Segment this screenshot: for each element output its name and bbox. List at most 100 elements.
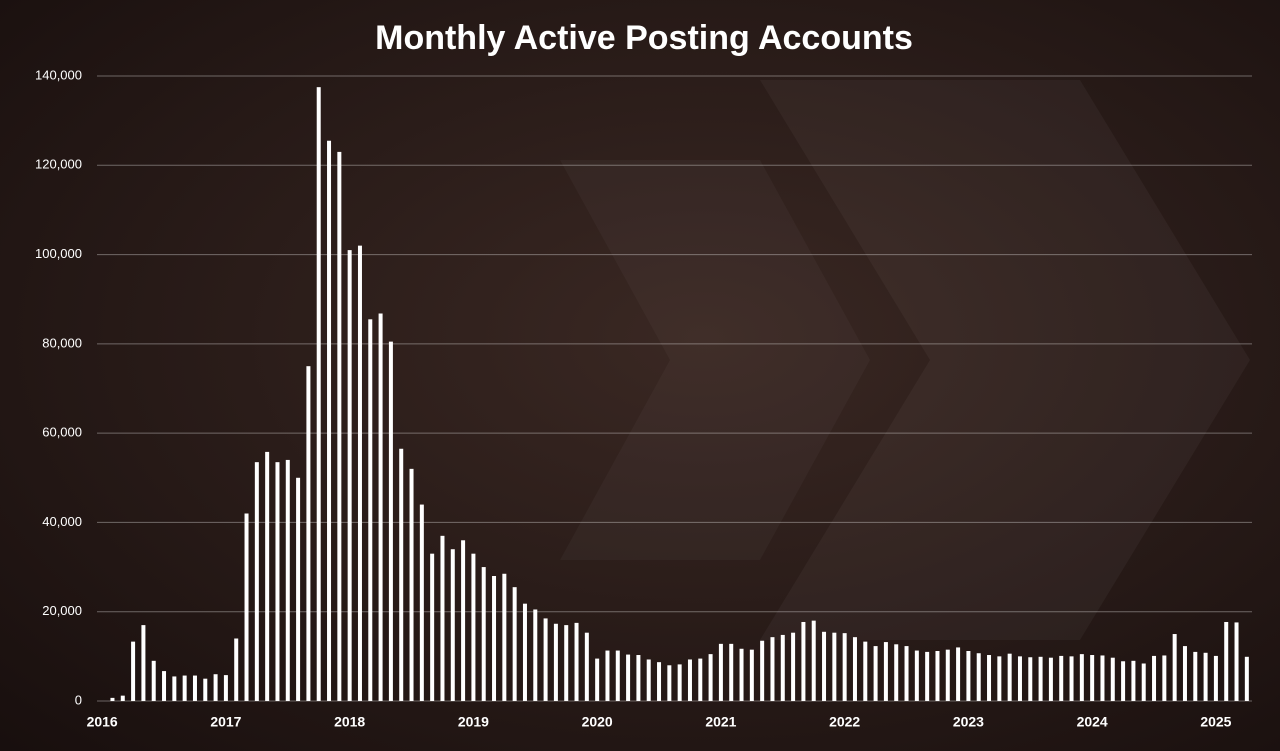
bar bbox=[357, 245, 362, 701]
bar bbox=[698, 658, 703, 701]
background-logo bbox=[760, 80, 1250, 640]
bar bbox=[1110, 657, 1115, 701]
x-tick-label: 2022 bbox=[829, 714, 860, 730]
bar bbox=[914, 650, 919, 701]
bar bbox=[522, 603, 527, 701]
bar bbox=[1090, 655, 1095, 701]
bar bbox=[904, 646, 909, 701]
y-tick-label: 140,000 bbox=[35, 67, 82, 82]
bar bbox=[1172, 634, 1177, 701]
bar bbox=[1213, 655, 1218, 701]
chart-title: Monthly Active Posting Accounts bbox=[375, 19, 913, 57]
bar bbox=[430, 553, 435, 701]
bar bbox=[687, 659, 692, 701]
bar bbox=[760, 640, 765, 701]
bar bbox=[677, 664, 682, 701]
bar bbox=[873, 646, 878, 701]
y-tick-label: 100,000 bbox=[35, 246, 82, 261]
x-tick-label: 2023 bbox=[953, 714, 984, 730]
bar bbox=[780, 634, 785, 701]
bar bbox=[729, 643, 734, 701]
bar bbox=[1048, 657, 1053, 701]
bar bbox=[553, 623, 558, 701]
bar bbox=[1162, 655, 1167, 701]
bar bbox=[1059, 655, 1064, 701]
x-tick-label: 2017 bbox=[210, 714, 241, 730]
bar bbox=[399, 448, 404, 701]
bar bbox=[822, 631, 827, 701]
bar bbox=[935, 651, 940, 701]
bar bbox=[883, 642, 888, 701]
bar bbox=[657, 662, 662, 701]
bar bbox=[770, 637, 775, 701]
bar bbox=[1069, 656, 1074, 701]
bar bbox=[667, 665, 672, 701]
y-tick-label: 80,000 bbox=[42, 335, 82, 350]
bar bbox=[1203, 652, 1208, 701]
bar bbox=[492, 576, 497, 701]
bar bbox=[419, 504, 424, 701]
bar bbox=[1028, 657, 1033, 701]
bar bbox=[327, 140, 332, 701]
bar bbox=[1007, 653, 1012, 701]
bar bbox=[811, 620, 816, 701]
bar bbox=[275, 462, 280, 701]
bar bbox=[801, 621, 806, 701]
bar bbox=[244, 513, 249, 701]
bar bbox=[852, 637, 857, 701]
bar bbox=[481, 567, 486, 701]
x-tick-label: 2018 bbox=[334, 714, 365, 730]
bar bbox=[296, 477, 301, 701]
x-tick-label: 2025 bbox=[1200, 714, 1231, 730]
bar bbox=[739, 648, 744, 701]
bar bbox=[966, 651, 971, 701]
x-tick-label: 2020 bbox=[582, 714, 613, 730]
bar bbox=[574, 622, 579, 701]
bar bbox=[584, 632, 589, 701]
y-tick-label: 0 bbox=[75, 692, 82, 707]
bar bbox=[605, 650, 610, 701]
bar bbox=[595, 658, 600, 701]
bar bbox=[708, 654, 713, 701]
bar bbox=[987, 655, 992, 701]
bar bbox=[213, 674, 218, 701]
bar bbox=[1141, 663, 1146, 701]
bar bbox=[378, 313, 383, 701]
bar bbox=[388, 341, 393, 701]
bar bbox=[1224, 621, 1229, 701]
bar bbox=[749, 649, 754, 701]
y-tick-label: 120,000 bbox=[35, 157, 82, 172]
bar bbox=[347, 250, 352, 701]
bar bbox=[1079, 654, 1084, 701]
bar bbox=[1100, 655, 1105, 701]
bar bbox=[192, 675, 197, 701]
x-tick-label: 2019 bbox=[458, 714, 489, 730]
bar bbox=[615, 650, 620, 701]
bar bbox=[512, 587, 517, 701]
x-tick-label: 2021 bbox=[705, 714, 736, 730]
bar bbox=[626, 654, 631, 701]
bar bbox=[1121, 661, 1126, 701]
y-tick-label: 20,000 bbox=[42, 603, 82, 618]
bar bbox=[1234, 622, 1239, 701]
bar bbox=[1182, 646, 1187, 701]
bar bbox=[285, 459, 290, 701]
bar bbox=[461, 540, 466, 701]
bar bbox=[842, 633, 847, 701]
bar bbox=[1131, 660, 1136, 701]
bar bbox=[1193, 651, 1198, 701]
y-tick-label: 60,000 bbox=[42, 425, 82, 440]
x-tick-label: 2016 bbox=[87, 714, 118, 730]
bar bbox=[306, 366, 311, 701]
bar bbox=[254, 462, 259, 701]
bar bbox=[141, 625, 146, 701]
bar bbox=[1152, 655, 1157, 701]
bar bbox=[162, 671, 167, 701]
bar bbox=[1038, 656, 1043, 701]
y-tick-label: 40,000 bbox=[42, 514, 82, 529]
bar bbox=[533, 609, 538, 701]
bar bbox=[131, 641, 136, 701]
bar bbox=[543, 618, 548, 701]
